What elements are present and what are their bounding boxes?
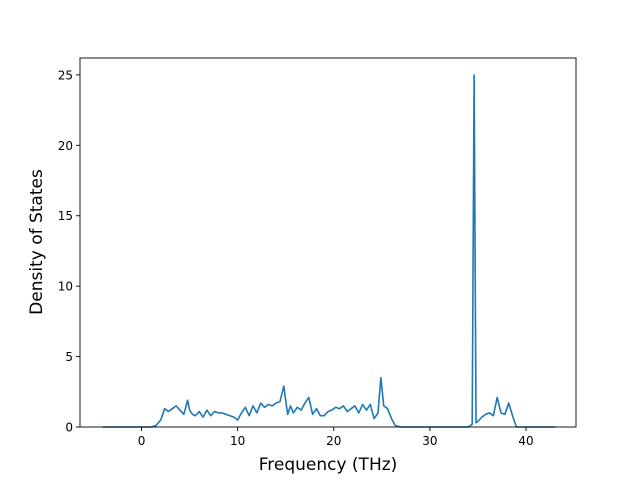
y-tick-label: 10 xyxy=(58,280,73,294)
x-axis-ticks: 0 10 20 30 40 xyxy=(138,427,534,448)
y-tick-label: 25 xyxy=(58,68,73,82)
x-tick-label: 10 xyxy=(230,434,245,448)
y-tick-label: 5 xyxy=(65,350,73,364)
y-tick-label: 0 xyxy=(65,421,73,435)
plot-area xyxy=(79,57,577,428)
axes-frame xyxy=(79,57,577,428)
y-tick-label: 15 xyxy=(58,209,73,223)
x-tick-label: 0 xyxy=(138,434,146,448)
y-axis-ticks: 0 5 10 15 20 25 xyxy=(58,68,80,435)
y-axis-label: Density of States xyxy=(27,169,47,315)
series-line-0 xyxy=(102,74,556,428)
y-tick-label: 20 xyxy=(58,139,73,153)
x-axis-label: Frequency (THz) xyxy=(259,455,398,475)
x-tick-label: 20 xyxy=(326,434,341,448)
series-layer xyxy=(102,74,556,428)
x-tick-label: 30 xyxy=(422,434,437,448)
x-tick-label: 40 xyxy=(518,434,533,448)
